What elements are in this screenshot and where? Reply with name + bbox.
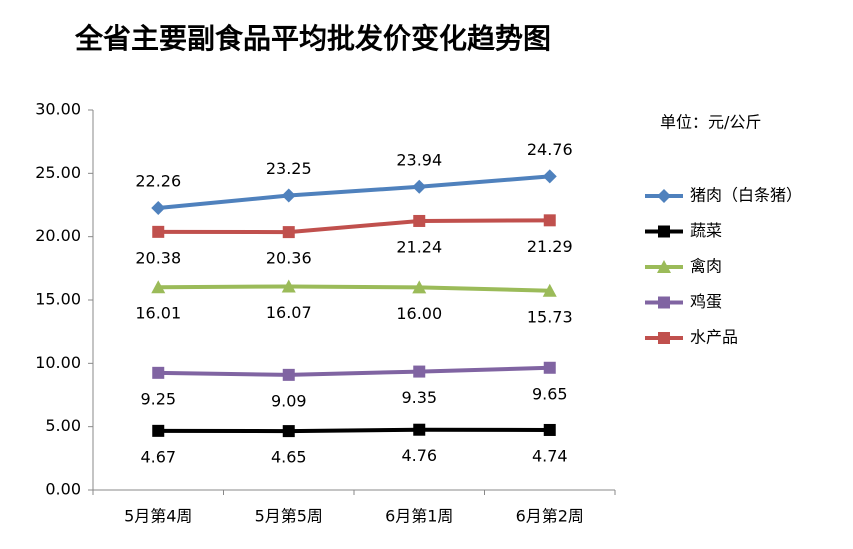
legend-label: 鸡蛋 <box>690 292 722 311</box>
data-label: 16.01 <box>135 304 181 323</box>
legend-marker <box>657 189 671 203</box>
legend-label: 猪肉（白条猪） <box>690 186 802 205</box>
data-label: 4.67 <box>140 447 176 466</box>
data-point <box>152 366 165 379</box>
data-point <box>413 423 426 436</box>
y-tick-label: 25.00 <box>35 163 81 182</box>
data-label: 22.26 <box>135 172 181 191</box>
data-label: 4.65 <box>271 448 307 467</box>
data-point <box>543 423 556 436</box>
x-tick-label: 6月第2周 <box>516 507 584 526</box>
data-label: 21.24 <box>396 237 442 256</box>
data-point <box>151 201 166 216</box>
data-point <box>151 280 166 294</box>
legend-marker <box>658 225 670 238</box>
x-tick-label: 6月第1周 <box>385 507 453 526</box>
data-point <box>413 214 426 227</box>
data-label: 20.38 <box>135 248 181 267</box>
series-line <box>158 174 550 211</box>
data-label: 23.94 <box>396 150 442 169</box>
data-point <box>282 226 295 239</box>
data-label: 4.76 <box>401 446 437 465</box>
data-label: 15.73 <box>527 307 573 326</box>
x-tick-label: 5月第4周 <box>124 507 192 526</box>
legend-marker <box>657 260 671 273</box>
data-label: 16.00 <box>396 304 442 323</box>
data-point <box>282 368 295 381</box>
legend-marker <box>658 296 670 309</box>
data-label: 21.29 <box>527 237 573 256</box>
data-label: 23.25 <box>266 159 312 178</box>
data-label: 4.74 <box>532 446 568 465</box>
y-tick-label: 20.00 <box>35 226 81 245</box>
data-point <box>542 283 557 297</box>
data-point <box>412 280 427 294</box>
legend-label: 禽肉 <box>690 257 722 276</box>
data-label: 16.07 <box>266 303 312 322</box>
legend-marker <box>658 332 670 344</box>
series-line <box>158 365 550 377</box>
y-tick-label: 10.00 <box>35 353 81 372</box>
series-line <box>158 218 550 235</box>
data-point <box>281 279 296 293</box>
legend-label: 水产品 <box>690 328 738 347</box>
data-label: 9.09 <box>271 391 307 410</box>
data-point <box>543 214 556 227</box>
data-label: 9.35 <box>401 388 437 407</box>
data-point <box>152 424 165 437</box>
series-line <box>158 427 550 434</box>
y-tick-label: 5.00 <box>45 416 81 435</box>
data-label: 9.25 <box>140 389 176 408</box>
y-tick-label: 30.00 <box>35 100 81 119</box>
chart-title: 全省主要副食品平均批发价变化趋势图 <box>74 22 551 55</box>
data-label: 24.76 <box>527 140 573 159</box>
data-point <box>543 361 556 374</box>
legend-label: 蔬菜 <box>690 221 722 240</box>
data-point <box>412 179 427 194</box>
y-tick-label: 0.00 <box>45 480 81 499</box>
series-line <box>158 284 550 293</box>
data-label: 9.65 <box>532 384 568 403</box>
data-point <box>542 169 557 184</box>
x-tick-label: 5月第5周 <box>255 507 323 526</box>
data-point <box>152 225 165 238</box>
data-point <box>413 365 426 378</box>
y-tick-label: 15.00 <box>35 290 81 309</box>
data-point <box>282 425 295 438</box>
data-label: 20.36 <box>266 249 312 268</box>
unit-annotation: 单位：元/公斤 <box>660 113 761 132</box>
data-point <box>281 188 296 203</box>
